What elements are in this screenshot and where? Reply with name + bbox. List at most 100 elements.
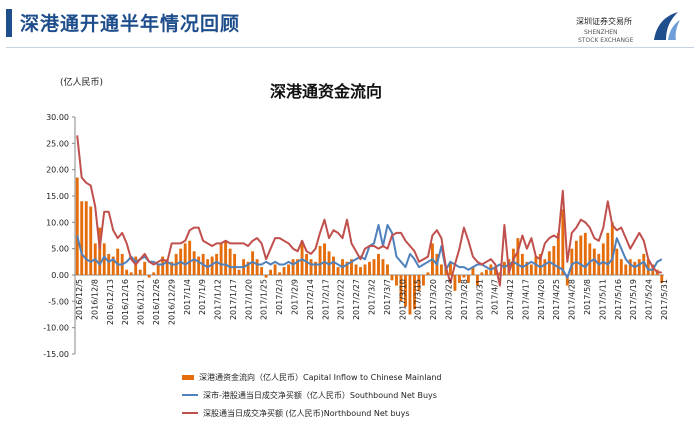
bar-mark — [116, 248, 120, 275]
bar-mark — [561, 209, 565, 275]
legend-item-inflow: 深港通资金流向（亿人民币）Capital Inflow to Chinese M… — [182, 368, 442, 386]
bar-mark — [147, 275, 151, 278]
bar-mark — [493, 267, 497, 275]
bar-mark — [305, 253, 308, 275]
bar-mark — [332, 256, 335, 275]
x-tick-label: 2017/1/4 — [183, 279, 192, 315]
x-tick-label: 2017/2/22 — [337, 279, 346, 320]
y-tick-label: 0.00 — [51, 271, 69, 280]
x-tick-label: 2016/12/13 — [106, 279, 115, 325]
x-tick-label: 2017/5/24 — [645, 279, 654, 320]
bar-mark — [314, 261, 317, 275]
header-divider — [6, 47, 694, 48]
bar-mark — [547, 251, 551, 275]
x-tick-label: 2017/2/17 — [321, 279, 330, 320]
bar-mark — [606, 232, 610, 275]
bar-mark — [565, 275, 569, 286]
bar-mark — [125, 269, 129, 275]
x-tick-label: 2017/3/7 — [383, 279, 392, 315]
bar-mark — [336, 267, 340, 275]
bar-mark — [102, 243, 106, 275]
bar-mark — [615, 248, 619, 275]
bar-mark — [273, 264, 277, 275]
legend-item-northbound: 深股通当日成交净买额 (亿人民币)Northbound Net buys — [182, 404, 442, 422]
bar-mark — [466, 275, 470, 283]
legend-swatch-northbound — [182, 412, 198, 414]
x-tick-label: 2017/2/9 — [291, 279, 300, 315]
bar-mark — [377, 253, 380, 275]
bar-mark — [152, 272, 156, 275]
bar-mark — [138, 269, 142, 275]
x-tick-label: 2017/5/16 — [614, 279, 623, 320]
x-tick-label: 2016/12/21 — [137, 279, 146, 325]
x-tick-label: 2017/4/12 — [506, 279, 515, 320]
bar-mark — [107, 253, 111, 275]
bar-mark — [80, 201, 84, 275]
y-tick-label: 25.00 — [46, 139, 69, 148]
bar-mark — [471, 267, 475, 275]
bar-mark — [404, 275, 407, 307]
bar-mark — [646, 259, 650, 275]
bar-mark — [440, 264, 443, 275]
bar-mark — [448, 261, 452, 275]
bar-mark — [552, 246, 556, 275]
bar-mark — [426, 272, 430, 275]
bar-mark — [368, 261, 371, 275]
bar-mark — [601, 243, 605, 275]
bar-mark — [260, 267, 264, 275]
x-tick-label: 2017/2/14 — [306, 279, 315, 320]
x-tick-label: 2017/4/28 — [568, 279, 577, 320]
x-tick-label: 2017/3/2 — [368, 279, 377, 315]
legend-label-inflow: 深港通资金流向（亿人民币）Capital Inflow to Chinese M… — [199, 372, 442, 382]
bar-mark — [255, 259, 259, 275]
bar-mark — [296, 259, 299, 275]
x-tick-label: 2017/5/31 — [660, 279, 669, 320]
bar-mark — [84, 201, 88, 275]
bar-mark — [237, 269, 241, 275]
legend-item-southbound: 深市-港股通当日成交净买额（亿人民币）Southbound Net Buys — [182, 386, 442, 404]
bar-mark — [520, 253, 524, 275]
bar-mark — [390, 275, 394, 281]
y-tick-label: 30.00 — [46, 113, 69, 122]
x-tick-label: 2017/3/23 — [444, 279, 453, 320]
bar-mark — [381, 259, 385, 275]
bar-mark — [291, 259, 295, 275]
x-tick-label: 2017/4/7 — [491, 279, 500, 315]
bar-mark — [233, 253, 237, 275]
x-tick-label: 2016/12/29 — [167, 279, 176, 325]
bar-mark — [372, 259, 376, 275]
x-tick-label: 2017/3/31 — [475, 279, 484, 320]
bar-mark — [408, 275, 412, 315]
bar-mark — [624, 264, 628, 275]
bar-mark — [570, 248, 574, 275]
bar-mark — [619, 259, 623, 275]
bar-mark — [457, 275, 461, 283]
bar-mark — [197, 256, 201, 275]
x-tick-label: 2017/3/10 — [398, 279, 407, 320]
bar-mark — [309, 259, 313, 275]
bar-mark — [111, 256, 115, 275]
bar-mark — [583, 232, 587, 275]
legend-label-southbound: 深市-港股通当日成交净买额（亿人民币）Southbound Net Buys — [203, 390, 437, 400]
bar-mark — [480, 272, 484, 275]
bar-mark — [170, 261, 174, 275]
y-tick-label: -15.00 — [43, 350, 69, 359]
bar-mark — [161, 256, 165, 275]
bar-mark — [363, 264, 367, 275]
bar-mark — [89, 206, 93, 275]
bar-mark — [386, 264, 389, 275]
bar-mark — [475, 275, 479, 286]
bar-mark — [98, 227, 102, 275]
x-tick-label: 2017/5/8 — [583, 279, 592, 315]
chart-title: 深港通资金流向 — [270, 82, 383, 101]
bar-mark — [323, 243, 326, 275]
bar-mark — [579, 235, 583, 275]
logo-mark-icon — [654, 12, 680, 40]
page-title: 深港通开通半年情况回顾 — [20, 13, 241, 35]
szse-logo: 深圳证券交易所 SHENZHEN STOCK EXCHANGE — [576, 10, 686, 44]
bar-mark — [251, 251, 255, 275]
bar-mark — [156, 264, 160, 275]
bar-mark — [354, 264, 358, 275]
bar-mark — [534, 256, 538, 275]
x-tick-label: 2017/1/9 — [198, 279, 207, 315]
